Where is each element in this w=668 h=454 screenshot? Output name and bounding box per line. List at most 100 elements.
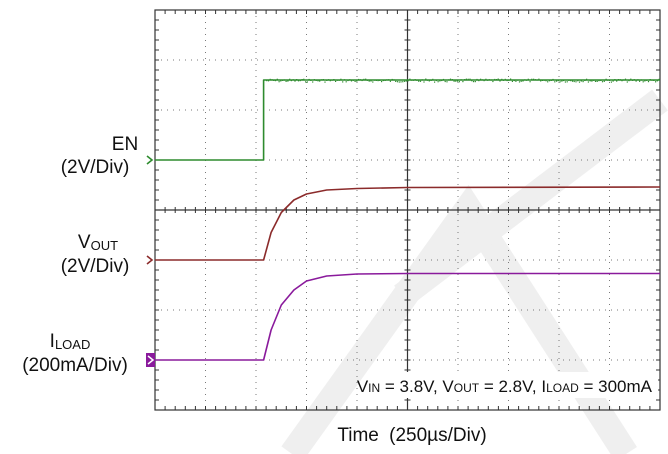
trace-noise: [497, 78, 499, 80]
trace-noise: [335, 80, 337, 82]
trace-noise: [412, 79, 414, 81]
trace-noise: [396, 81, 399, 83]
trace-noise: [389, 80, 391, 82]
reference-markers: [146, 155, 155, 367]
trace-noise: [573, 80, 575, 83]
trace-noise: [308, 78, 310, 81]
trace-noise: [441, 79, 443, 82]
trace-noise: [361, 79, 363, 82]
trace-noise: [624, 78, 627, 80]
trace-noise: [515, 80, 517, 82]
trace-en: [155, 79, 660, 161]
trace-noise: [290, 80, 292, 82]
trace-noise: [340, 78, 342, 80]
trace-noise: [471, 80, 473, 82]
trace-noise: [637, 79, 639, 81]
trace-noise: [373, 79, 376, 81]
trace-noise: [426, 79, 429, 81]
trace-noise: [393, 79, 395, 81]
trace-noise: [511, 80, 513, 82]
trace-noise: [457, 80, 459, 82]
trace-noise: [635, 80, 637, 82]
iload-label-main: I: [50, 331, 55, 352]
trace-noise: [598, 80, 600, 82]
trace-noise: [483, 80, 485, 82]
trace-noise: [285, 80, 287, 82]
trace-noise: [545, 80, 547, 82]
trace-noise: [609, 79, 611, 82]
trace-noise: [623, 79, 625, 81]
vin-subscript: IN: [368, 381, 380, 395]
trace-noise: [639, 80, 641, 82]
trace-noise: [296, 79, 298, 81]
x-axis-scale: (250µs/Div): [389, 425, 487, 446]
trace-noise: [617, 79, 619, 81]
trace-noise: [577, 80, 579, 82]
conditions-annotation: VIN = 3.8V, VOUT = 2.8V, ILOAD = 300mA: [357, 372, 658, 398]
trace-noise: [480, 78, 482, 80]
trace-noise: [499, 80, 501, 82]
trace-noise: [517, 79, 519, 81]
trace-noise: [561, 80, 563, 82]
trace-noise: [267, 80, 270, 82]
trace-noise: [612, 80, 614, 82]
trace-noise: [338, 79, 340, 81]
trace-noise: [435, 79, 437, 82]
trace-noise: [462, 81, 464, 83]
trace-noise: [372, 81, 374, 83]
trace-noise: [488, 79, 490, 81]
trace-noise: [365, 78, 367, 80]
trace-noise: [548, 80, 551, 82]
trace-noise: [310, 79, 312, 81]
trace-noise: [533, 78, 535, 80]
trace-noise: [566, 81, 568, 83]
trace-noise: [465, 78, 467, 80]
trace-noise: [644, 80, 646, 82]
trace-noise: [485, 78, 487, 80]
trace-noise: [395, 80, 397, 82]
trace-noise: [614, 79, 616, 81]
trace-noise: [428, 80, 430, 82]
trace-noise: [502, 79, 505, 81]
trace-noise: [317, 80, 319, 82]
trace-noise: [382, 79, 384, 82]
en-label-main: EN: [112, 134, 138, 155]
trace-noise: [297, 80, 300, 82]
trace-noise: [356, 80, 358, 82]
trace-noise: [642, 81, 644, 83]
vin-value: = 3.8V,: [380, 377, 442, 396]
trace-noise: [469, 78, 471, 80]
watermark-logo: [281, 89, 668, 454]
ref-marker-iload: [146, 353, 155, 367]
vout-value: = 2.8V,: [479, 377, 541, 396]
trace-noise: [495, 79, 498, 81]
trace-noise: [404, 80, 406, 82]
trace-noise: [481, 79, 483, 81]
trace-noise: [448, 79, 450, 81]
trace-noise: [343, 79, 346, 81]
trace-noise: [437, 81, 439, 83]
trace-noise: [563, 79, 565, 82]
trace-noise: [472, 81, 475, 83]
trace-noise: [455, 80, 457, 82]
channel-label-iload: ILOAD (200mA/Div): [22, 331, 128, 376]
trace-noise: [464, 79, 466, 81]
trace-noise: [381, 81, 383, 83]
trace-noise: [529, 81, 531, 83]
trace-noise: [587, 81, 589, 83]
trace-noise: [538, 78, 540, 80]
trace-noise: [405, 80, 407, 82]
plot-grid: [154, 9, 661, 411]
trace-noise: [633, 79, 635, 81]
trace-noise: [596, 80, 598, 82]
iload-label-sub: LOAD: [55, 337, 90, 352]
trace-noise: [525, 79, 528, 81]
trace-noise: [418, 80, 420, 82]
trace-noise: [329, 80, 331, 82]
trace-noise: [534, 79, 536, 81]
trace-noise: [446, 81, 448, 83]
trace-noise: [591, 80, 593, 82]
trace-noise: [347, 79, 349, 82]
trace-noise: [621, 80, 623, 82]
